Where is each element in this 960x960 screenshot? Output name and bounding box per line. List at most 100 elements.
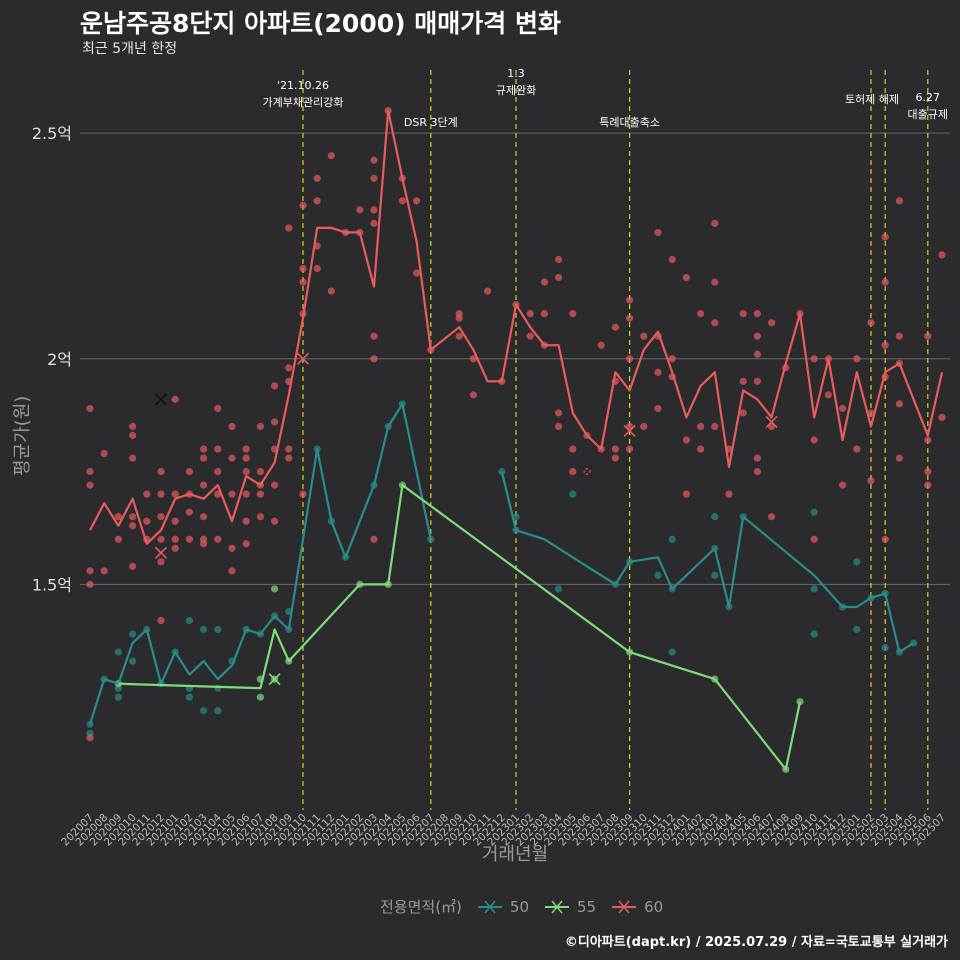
data-point-60 [640,332,648,340]
data-point-60 [853,355,861,363]
data-point-60 [313,264,321,273]
data-point-60 [256,513,264,521]
event-label: 특례대출축소 [599,116,660,129]
data-point-60 [370,332,378,340]
data-point-60 [242,454,250,462]
data-point-60 [100,449,108,458]
data-point-60 [526,310,534,318]
data-point-60 [157,490,165,498]
data-point-60 [114,513,122,521]
event-label: DSR 3단계 [404,116,458,129]
data-point-60 [242,540,250,548]
data-point-60 [271,382,279,390]
data-point-60 [682,436,691,444]
event-label: 가계부채관리강화 [263,96,344,109]
data-point-50 [214,625,222,634]
data-point-60 [839,481,847,489]
data-point-60 [895,400,904,408]
data-point-60 [185,535,193,543]
data-point-60 [768,319,776,327]
data-point-60 [555,422,563,431]
data-point-60 [881,535,889,543]
data-point-60 [114,535,122,543]
data-point-60 [285,454,293,462]
event-label: 토허제 해제 [845,92,899,106]
data-point-60 [143,490,151,498]
data-point-60 [370,174,378,182]
data-point-60 [228,422,236,431]
data-point-50 [185,616,193,625]
data-point-60 [654,368,662,376]
event-label: '21.10.26 [277,79,329,92]
data-point-60 [157,535,165,543]
series-line-60 [89,109,944,545]
data-point-60 [611,323,620,331]
data-point-60 [597,341,605,349]
data-point-60 [668,355,676,363]
data-point-60 [839,404,847,413]
data-point-60 [271,481,279,489]
data-point-60 [867,319,875,327]
data-point-60 [171,517,179,525]
legend-key-60 [612,900,637,913]
data-point-60 [697,445,705,453]
data-point-50 [114,693,122,701]
data-point-60 [86,567,94,575]
data-point-60 [540,310,549,318]
data-point-60 [242,467,250,476]
data-point-60 [129,422,137,431]
legend-label-50: 50 [509,897,529,916]
data-point-60 [271,517,279,525]
data-point-60 [938,413,946,422]
data-point-60 [370,219,378,228]
x-axis-label: 거래년월 [481,844,549,865]
data-point-60 [739,409,747,417]
event-label: 대출규제 [908,108,948,121]
data-point-60 [228,544,236,552]
data-point-50 [129,657,137,665]
data-point-60 [171,544,179,552]
data-point-50 [853,558,861,566]
data-point-60 [810,355,818,363]
data-point-60 [739,310,747,318]
data-point-50 [668,648,676,656]
data-point-60 [256,467,264,476]
data-point-60 [129,513,137,521]
y-tick-label: 2.5억 [32,124,72,143]
data-point-60 [242,490,250,498]
data-point-60 [171,535,179,543]
data-point-60 [924,467,932,476]
data-point-60 [924,436,932,444]
data-point-60 [86,467,94,476]
data-point-50 [853,625,861,634]
data-point-60 [285,445,293,453]
data-point-60 [370,355,378,363]
data-point-60 [938,251,946,259]
series-line-50 [500,471,915,654]
data-point-60 [455,332,463,340]
data-point-50 [654,571,662,579]
data-point-60 [895,454,904,462]
data-point-60 [413,197,421,205]
data-point-60 [555,409,563,417]
event-label: 6.27 [916,91,941,104]
data-point-60 [867,477,875,485]
data-point-60 [484,287,492,295]
data-point-60 [824,391,833,399]
data-point-60 [398,197,406,205]
cross-marker-60 [623,424,636,438]
data-point-60 [157,467,165,476]
data-point-60 [129,522,137,530]
data-point-60 [739,377,747,385]
data-point-60 [200,540,208,548]
data-point-55 [256,693,264,701]
data-point-60 [810,535,818,543]
legend-item-50: 50 [476,898,529,916]
legend-key-55 [545,900,569,913]
data-point-60 [200,513,208,521]
series-line-55 [118,484,802,771]
data-point-60 [753,454,762,462]
data-point-60 [157,616,165,625]
data-point-60 [682,273,691,282]
